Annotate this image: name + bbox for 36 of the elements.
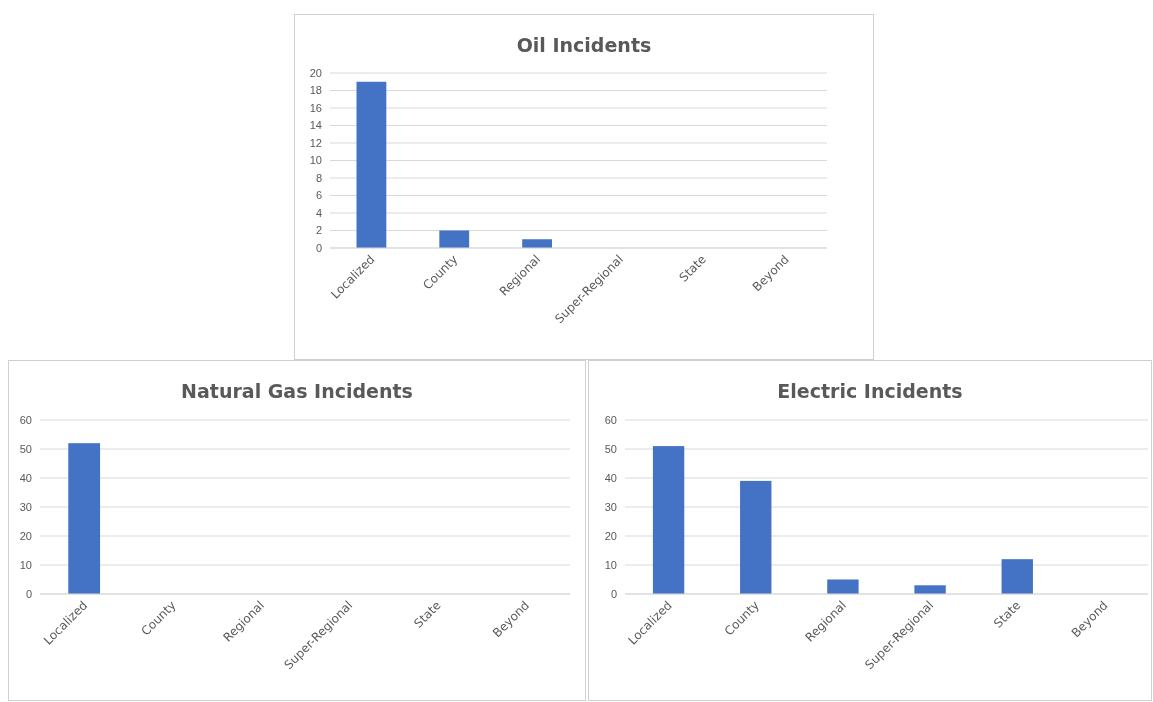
bar <box>356 81 387 248</box>
bar <box>652 446 685 594</box>
bar <box>522 239 552 248</box>
y-tick-label: 6 <box>315 189 322 202</box>
y-tick-label: 30 <box>19 500 32 513</box>
y-tick-label: 18 <box>309 84 322 97</box>
y-tick-label: 30 <box>604 500 617 513</box>
y-tick-label: 20 <box>309 66 322 79</box>
y-tick-label: 60 <box>19 413 32 426</box>
y-tick-label: 4 <box>315 206 322 219</box>
y-tick-label: 8 <box>315 171 322 184</box>
y-tick-label: 2 <box>315 224 322 237</box>
y-tick-label: 50 <box>604 442 617 455</box>
chart-title: Natural Gas Incidents <box>181 380 413 402</box>
y-tick-label: 14 <box>309 119 322 132</box>
bar <box>827 579 859 594</box>
y-tick-label: 40 <box>604 471 617 484</box>
bar <box>439 230 470 248</box>
y-tick-label: 10 <box>309 154 322 167</box>
y-tick-label: 10 <box>19 558 32 571</box>
y-tick-label: 50 <box>19 442 32 455</box>
y-tick-label: 0 <box>315 241 322 254</box>
chart-title: Oil Incidents <box>516 34 652 56</box>
bar <box>1001 559 1033 594</box>
bar <box>914 585 946 594</box>
y-tick-label: 20 <box>604 529 617 542</box>
y-tick-label: 20 <box>19 529 32 542</box>
y-tick-label: 0 <box>610 587 617 600</box>
y-tick-label: 0 <box>25 587 32 600</box>
y-tick-label: 10 <box>604 558 617 571</box>
y-tick-label: 40 <box>19 471 32 484</box>
bar <box>740 480 772 594</box>
y-tick-label: 60 <box>604 413 617 426</box>
y-tick-label: 16 <box>309 101 322 114</box>
y-tick-label: 12 <box>309 136 322 149</box>
chart-title: Electric Incidents <box>777 380 963 402</box>
